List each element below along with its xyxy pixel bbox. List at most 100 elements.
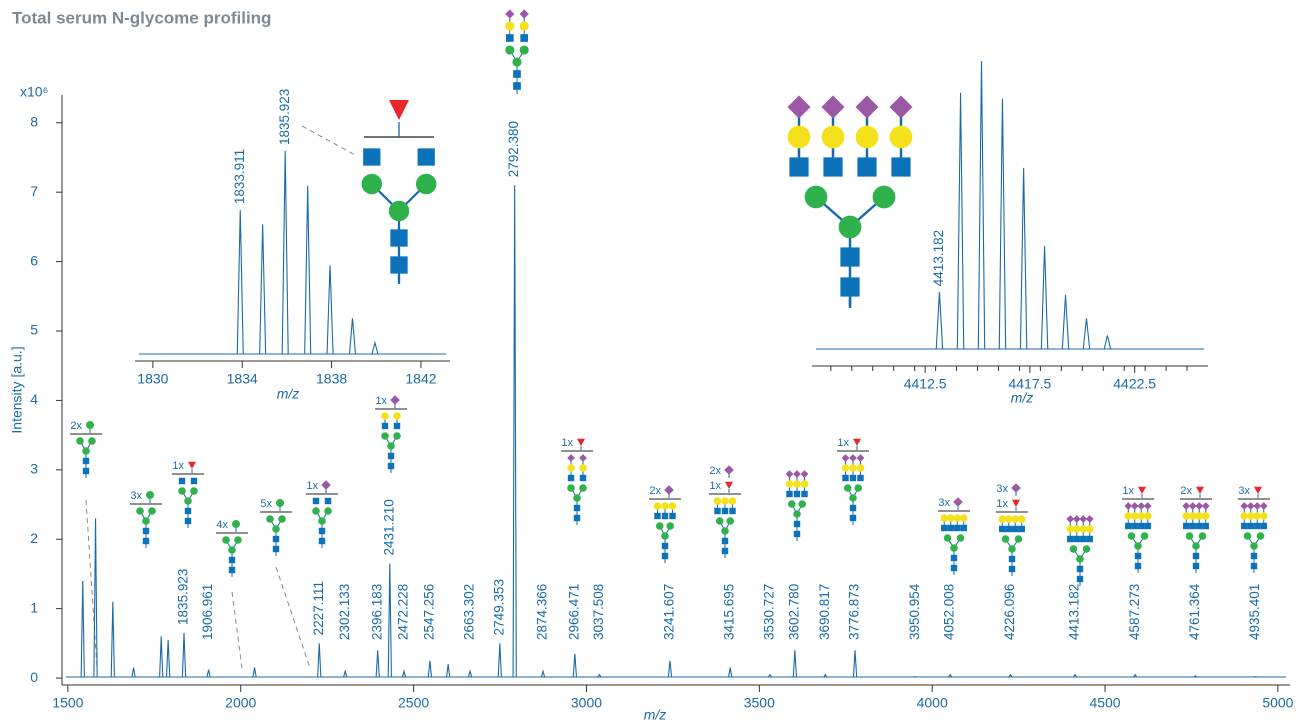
glcnac [857,475,863,481]
glycan-count: 1x [172,460,184,472]
glycan-count: 1x [996,498,1008,510]
mannose [1186,532,1194,540]
galactose [1066,525,1074,533]
glycan [76,437,96,478]
galactose [1247,512,1255,520]
glycan-label: 2x [649,485,681,499]
peak [541,671,544,677]
mannose [76,437,84,445]
galactose [1253,512,1261,520]
y-axis-label: Intensity [a.u.] [9,346,25,433]
peak [388,564,391,678]
glcnac [1006,526,1012,532]
glcnac [388,463,394,469]
x-tick-label: 3500 [744,695,775,711]
glcnac [1009,556,1015,562]
glcnac [789,157,808,176]
glycan [266,515,286,556]
peak-label: 1906.961 [200,584,215,640]
galactose [381,412,389,420]
x-tick-label: 1830 [137,371,168,387]
mannose [1015,535,1023,543]
glcnac [143,538,149,544]
glcnac [319,538,325,544]
glycan [1124,502,1151,573]
mannose [178,487,186,495]
mannose [726,517,734,525]
mannose [324,507,332,515]
mannose [1192,542,1200,550]
x-tick-label: 1834 [227,371,258,387]
glcnac [954,525,960,531]
peak [305,186,311,354]
peak [344,671,347,677]
glycan-label: 1x [172,460,204,474]
fucose [1138,487,1146,494]
peak-label: 4226.096 [1002,584,1017,640]
galactose [1137,512,1145,520]
mannose [389,201,410,222]
glycan [136,507,156,548]
mannose [805,186,828,209]
peak-label: 3530.727 [762,584,777,640]
galactose [1189,512,1197,520]
fucose [1254,487,1262,494]
peak [999,99,1005,349]
glcnac [388,453,394,459]
mannose [656,522,664,530]
x-tick-label: 4000 [917,695,948,711]
glcnac [1012,526,1018,532]
sialic-acid [1260,502,1268,510]
glycan [940,514,967,575]
galactose [729,497,737,505]
glcnac [506,34,514,42]
glycan-label: 3x [938,497,970,511]
glcnac [1251,553,1257,559]
peak-label: 4052.008 [942,584,957,640]
y-tick-label: 3 [30,461,38,477]
galactose [654,502,662,510]
mannose [505,45,514,54]
mannose [844,484,852,492]
glcnac [1261,523,1267,529]
glcnac [1241,523,1247,529]
glcnac [794,521,800,527]
glycan-count: 1x [709,480,721,492]
glcnac [179,478,185,484]
spectrum: 1500200025003000350040004500500001234567… [9,84,1294,723]
galactose [822,126,845,149]
galactose [960,514,968,522]
glycan-label: 3x [1238,485,1270,499]
glcnac [1080,536,1086,542]
peak [237,210,243,354]
peak [793,650,796,677]
glcnac [1145,523,1151,529]
peak-label: 2874.366 [535,584,550,640]
peak [1041,246,1047,349]
glcnac [1248,523,1254,529]
glycan [714,497,737,558]
x-tick-label: 1838 [316,371,347,387]
glycan-label: 5x [260,498,292,512]
glcnac [273,546,279,552]
glcnac [794,531,800,537]
galactose [856,126,879,149]
glycan-label: 3x [130,490,162,504]
peak [573,654,576,677]
glcnac [83,468,89,474]
galactose [505,21,514,30]
galactose [1260,512,1268,520]
galactose [842,464,850,472]
galactose [721,497,729,505]
mannose [1002,535,1010,543]
glcnac [654,513,660,519]
mannose [232,520,240,528]
glcnac [794,491,800,497]
peak [260,224,266,354]
mannose [854,484,862,492]
fucose [188,462,196,469]
mannose [387,442,395,450]
connector [302,126,357,156]
sialic-acid [953,497,963,507]
galactose [1086,525,1094,533]
